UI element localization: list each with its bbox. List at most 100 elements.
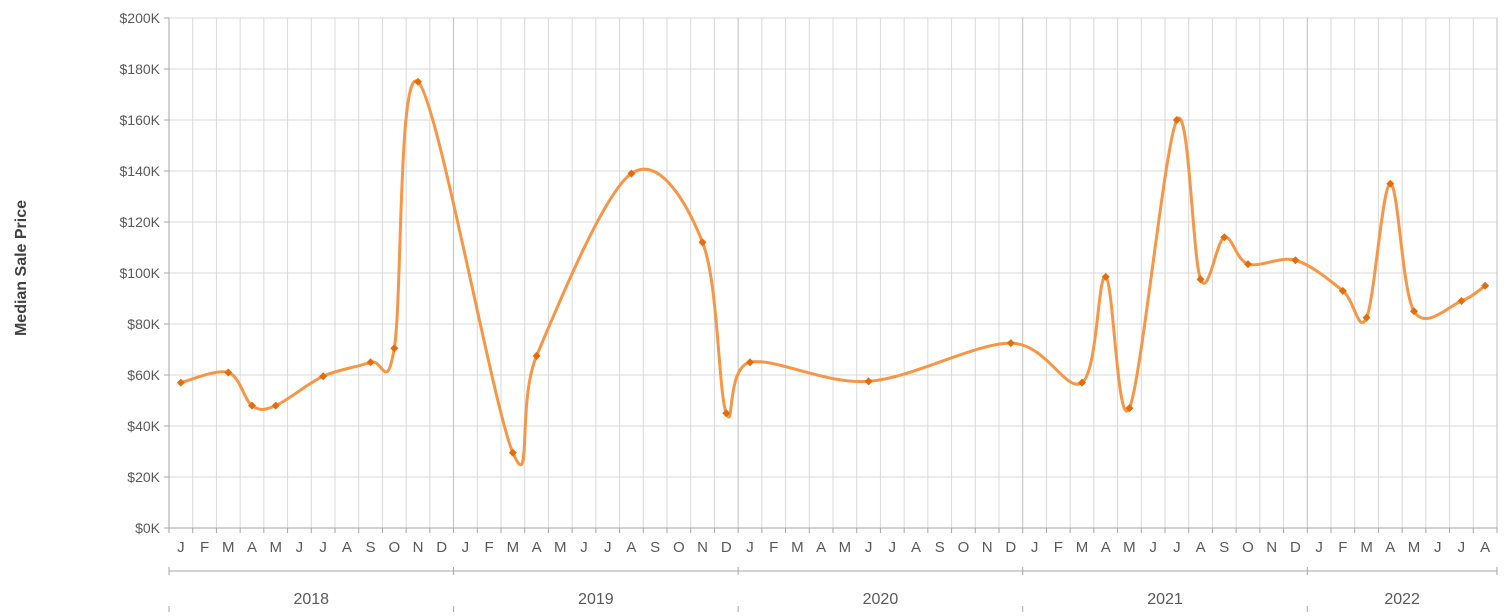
y-tick-label: $40K <box>127 418 160 434</box>
x-month-label: J <box>580 539 588 556</box>
data-point-marker <box>746 358 754 367</box>
y-tick-label: $20K <box>127 469 160 485</box>
x-month-label: D <box>436 539 447 556</box>
x-month-label: D <box>1005 539 1016 556</box>
data-point-marker <box>248 401 256 410</box>
x-month-label: F <box>769 539 778 556</box>
x-month-label: M <box>1408 539 1421 556</box>
x-month-label: D <box>1290 539 1301 556</box>
x-month-label: J <box>889 539 897 556</box>
x-month-label: O <box>958 539 970 556</box>
x-month-label: M <box>839 539 852 556</box>
y-tick-label: $100K <box>120 265 161 281</box>
data-point-marker <box>176 378 185 387</box>
data-point-marker <box>1078 378 1086 387</box>
data-point-marker <box>1244 260 1252 269</box>
data-point-marker <box>319 372 328 381</box>
data-point-marker <box>1196 275 1205 284</box>
x-month-label: D <box>721 539 732 556</box>
data-point-marker <box>722 409 731 418</box>
x-month-label: A <box>911 539 921 556</box>
x-month-label: A <box>626 539 636 556</box>
x-month-label: A <box>247 539 257 556</box>
x-month-label: J <box>462 539 470 556</box>
data-point-marker <box>508 448 517 457</box>
data-point-marker <box>1362 313 1371 322</box>
x-month-label: M <box>1123 539 1136 556</box>
y-tick-label: $60K <box>127 367 160 383</box>
x-month-label: S <box>1219 539 1229 556</box>
y-tick-label: $0K <box>135 520 161 536</box>
x-year-label: 2022 <box>1384 591 1420 608</box>
x-month-label: F <box>200 539 209 556</box>
x-month-label: A <box>1480 539 1490 556</box>
data-point-marker <box>1410 307 1418 316</box>
x-month-label: S <box>650 539 660 556</box>
x-month-label: N <box>1266 539 1277 556</box>
x-month-label: S <box>935 539 945 556</box>
x-month-label: M <box>222 539 235 556</box>
x-month-label: M <box>791 539 804 556</box>
data-point-marker <box>366 358 375 367</box>
x-month-label: O <box>1242 539 1254 556</box>
x-month-label: M <box>1360 539 1373 556</box>
x-month-label: A <box>816 539 826 556</box>
y-tick-label: $140K <box>120 163 161 179</box>
x-month-label: J <box>1315 539 1323 556</box>
data-point-marker <box>414 77 422 86</box>
x-month-label: J <box>604 539 612 556</box>
x-month-label: A <box>1101 539 1111 556</box>
x-month-label: F <box>485 539 494 556</box>
x-month-label: J <box>177 539 185 556</box>
x-month-label: O <box>673 539 685 556</box>
x-month-label: S <box>366 539 376 556</box>
x-month-label: M <box>269 539 282 556</box>
x-month-label: J <box>746 539 754 556</box>
y-tick-label: $120K <box>120 214 161 230</box>
x-month-label: N <box>982 539 993 556</box>
x-month-label: F <box>1054 539 1063 556</box>
data-point-marker <box>1006 339 1015 348</box>
x-year-label: 2020 <box>863 591 899 608</box>
data-point-marker <box>627 169 636 178</box>
data-point-marker <box>1338 286 1347 295</box>
x-month-label: J <box>319 539 327 556</box>
data-point-marker <box>532 351 541 360</box>
data-point-marker <box>1386 179 1395 188</box>
x-month-label: A <box>1196 539 1206 556</box>
x-month-label: O <box>388 539 400 556</box>
x-month-label: A <box>532 539 542 556</box>
x-month-label: N <box>413 539 424 556</box>
x-month-label: J <box>865 539 873 556</box>
data-point-marker <box>224 368 233 377</box>
x-month-label: M <box>554 539 567 556</box>
data-point-marker <box>271 401 280 410</box>
x-month-label: J <box>296 539 304 556</box>
y-tick-label: $160K <box>120 112 161 128</box>
x-month-label: N <box>697 539 708 556</box>
data-point-marker <box>1481 281 1490 290</box>
x-month-label: M <box>507 539 520 556</box>
x-month-label: J <box>1458 539 1466 556</box>
data-point-marker <box>1172 116 1181 124</box>
x-month-label: A <box>342 539 352 556</box>
data-point-marker <box>1101 272 1110 281</box>
x-year-label: 2019 <box>578 591 614 608</box>
x-year-label: 2021 <box>1147 591 1183 608</box>
y-tick-label: $80K <box>127 316 160 332</box>
data-point-marker <box>864 377 873 386</box>
x-month-label: J <box>1031 539 1039 556</box>
x-month-label: J <box>1173 539 1181 556</box>
x-year-label: 2018 <box>293 591 329 608</box>
x-month-label: J <box>1149 539 1157 556</box>
data-point-marker <box>1125 404 1134 413</box>
data-point-marker <box>390 344 399 353</box>
data-point-marker <box>698 238 707 247</box>
y-tick-label: $180K <box>120 61 161 77</box>
x-month-label: M <box>1076 539 1089 556</box>
data-point-marker <box>1220 233 1229 242</box>
data-point-marker <box>1457 297 1466 306</box>
y-tick-label: $200K <box>120 10 161 26</box>
x-month-label: J <box>1434 539 1442 556</box>
